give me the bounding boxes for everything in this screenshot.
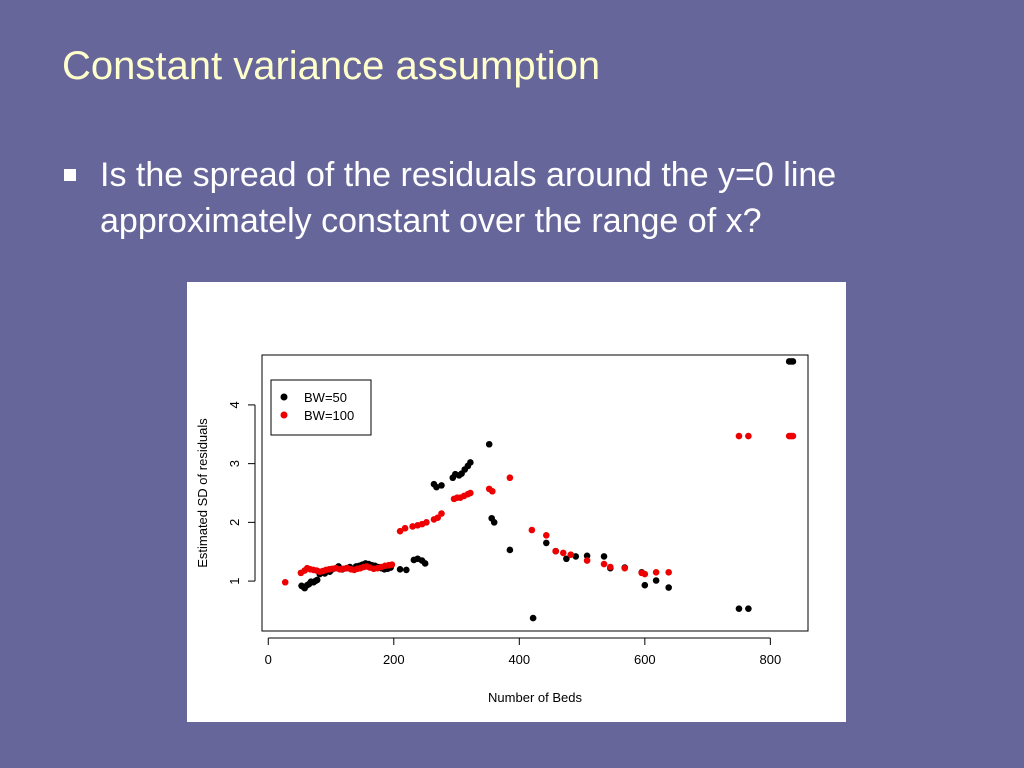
bw100-point <box>567 551 575 558</box>
bw100-point <box>528 526 536 534</box>
bw100-point <box>401 524 409 532</box>
x-tick-label: 800 <box>759 652 781 667</box>
bw50-point <box>542 539 550 547</box>
bw100-point <box>641 570 649 578</box>
bw100-point <box>396 527 404 535</box>
bw50-point <box>745 605 752 612</box>
x-tick-label: 0 <box>265 652 272 667</box>
bw100-point <box>745 432 752 440</box>
x-tick-label: 200 <box>383 652 405 667</box>
legend: BW=50 BW=100 <box>270 379 372 436</box>
bw50-point <box>490 519 498 526</box>
bw50-point <box>485 440 493 448</box>
bw50-point <box>563 555 570 563</box>
bw100-point <box>467 489 474 497</box>
legend-marker-bw100 <box>280 411 288 419</box>
data-points <box>281 358 797 622</box>
bw100-point <box>552 547 560 555</box>
bw50-point <box>583 552 591 560</box>
bw100-point <box>621 564 629 572</box>
plot-frame <box>261 354 809 632</box>
x-tick-label: 600 <box>634 652 656 667</box>
y-axis: 1 2 3 4 <box>227 401 256 585</box>
bw100-point <box>789 432 797 440</box>
bw50-point <box>313 576 321 584</box>
bw100-point <box>652 568 660 576</box>
x-tick-label: 400 <box>508 652 530 667</box>
bw50-point <box>572 553 580 560</box>
bw100-point <box>607 563 614 571</box>
bw100-point <box>542 531 550 539</box>
bw50-point <box>665 584 672 591</box>
bw50-point <box>506 546 514 554</box>
legend-marker-bw50 <box>280 393 288 401</box>
bullet-item: Is the spread of the residuals around th… <box>64 152 984 244</box>
y-tick-label: 3 <box>227 460 242 467</box>
y-tick-label: 4 <box>227 401 242 408</box>
bw50-point <box>529 614 537 622</box>
bw50-point <box>735 605 743 612</box>
legend-label-bw50: BW=50 <box>304 390 347 405</box>
x-axis-label: Number of Beds <box>488 690 582 705</box>
bw50-point <box>600 553 608 560</box>
y-tick-label: 1 <box>227 577 242 584</box>
x-axis: 0 200 400 600 800 <box>265 637 781 667</box>
square-bullet-icon <box>64 169 76 181</box>
bw50-point <box>652 577 660 584</box>
bw100-point <box>489 487 496 495</box>
legend-box <box>270 379 372 436</box>
chart-panel: 0 200 400 600 800 1 2 3 4 Number of Beds Estima… <box>187 282 846 722</box>
bw100-point <box>423 519 430 526</box>
scatter-chart: 0 200 400 600 800 1 2 3 4 Number of Beds Estima… <box>195 354 809 705</box>
bw100-point <box>735 432 743 440</box>
bw100-point <box>438 510 445 517</box>
bw50-point <box>438 482 445 489</box>
bw50-point <box>421 560 429 567</box>
bw100-point <box>583 557 591 564</box>
bw100-point <box>506 474 514 482</box>
bw50-point <box>467 459 474 466</box>
y-tick-label: 2 <box>227 519 242 526</box>
bw100-point <box>281 578 289 586</box>
bullet-text: Is the spread of the residuals around th… <box>100 156 837 240</box>
legend-label-bw100: BW=100 <box>304 408 354 423</box>
bw100-point <box>600 560 608 568</box>
bw100-point <box>388 561 396 568</box>
bw50-point <box>396 566 404 573</box>
bw100-point <box>409 523 416 530</box>
bw50-point <box>641 581 649 589</box>
y-axis-label: Estimated SD of residuals <box>195 418 210 568</box>
bw50-point <box>403 566 410 574</box>
bw100-point <box>665 568 672 576</box>
bw100-point <box>559 549 567 557</box>
bw50-point <box>789 358 797 365</box>
slide-title: Constant variance assumption <box>62 44 601 88</box>
bw50-point <box>433 483 440 491</box>
